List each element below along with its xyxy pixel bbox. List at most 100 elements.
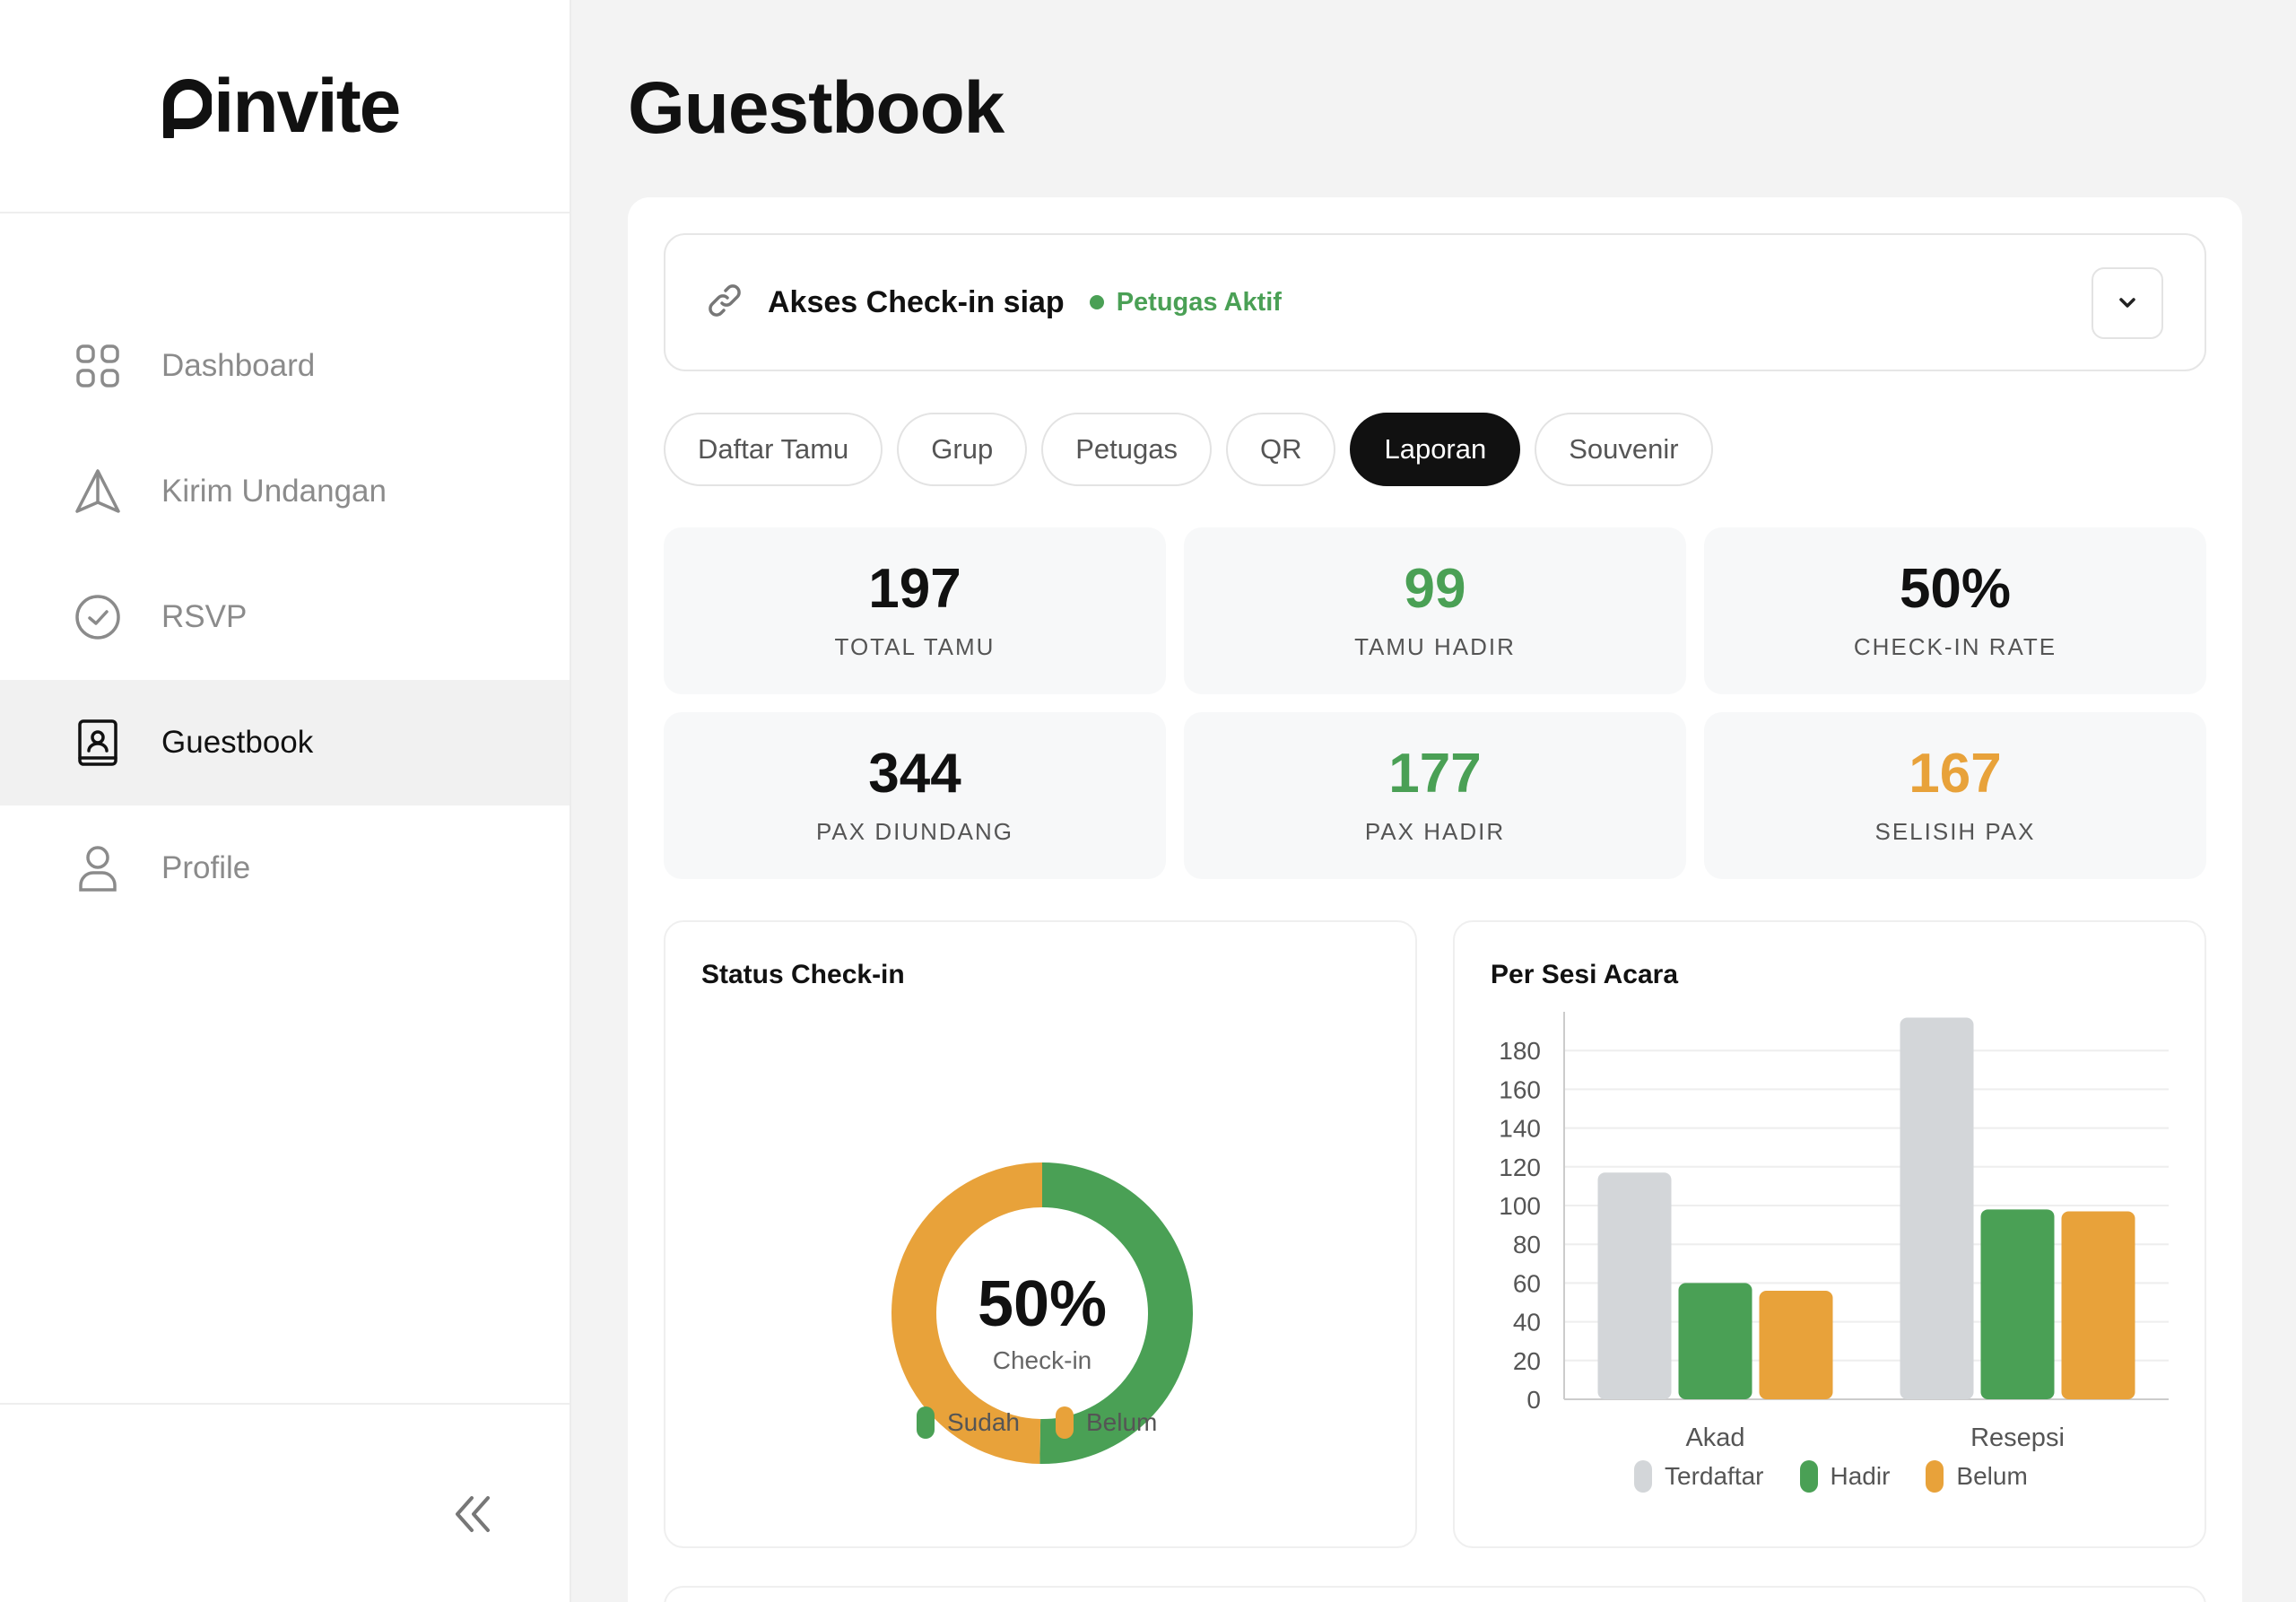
y-tick-label: 60 bbox=[1513, 1269, 1541, 1297]
stat-tamu-hadir: 99 TAMU HADIR bbox=[1184, 527, 1686, 694]
bar-resepsi-belum[interactable] bbox=[2061, 1211, 2135, 1399]
y-tick-label: 20 bbox=[1513, 1347, 1541, 1375]
stat-pax-hadir: 177 PAX HADIR bbox=[1184, 712, 1686, 879]
grid-icon bbox=[74, 342, 122, 390]
legend-item: Hadir bbox=[1799, 1460, 1891, 1493]
legend-item: Belum bbox=[1926, 1460, 2028, 1493]
legend-dot bbox=[1799, 1460, 1818, 1493]
legend-label: Belum bbox=[1085, 1408, 1158, 1436]
bar-legend: Terdaftar Hadir Belum bbox=[1634, 1460, 2064, 1493]
logo[interactable]: invite bbox=[160, 63, 401, 150]
legend-label: Belum bbox=[1956, 1462, 2028, 1490]
tab-bar: Daftar Tamu Grup Petugas QR Laporan Souv… bbox=[664, 413, 1713, 486]
donut-center-value: 50% bbox=[978, 1268, 1107, 1340]
y-tick-label: 80 bbox=[1513, 1231, 1541, 1258]
legend-label: Hadir bbox=[1830, 1462, 1891, 1490]
sidebar: invite Dashboard Kirim Undangan bbox=[0, 0, 571, 1602]
sidebar-nav: Dashboard Kirim Undangan RSVP bbox=[0, 303, 570, 931]
bar-akad-belum[interactable] bbox=[1759, 1291, 1833, 1399]
y-tick-label: 160 bbox=[1499, 1075, 1541, 1103]
donut-legend: Sudah Belum bbox=[917, 1406, 1193, 1439]
stat-label: CHECK-IN RATE bbox=[1853, 632, 2057, 660]
guestbook-icon bbox=[74, 718, 122, 767]
legend-label: Sudah bbox=[947, 1408, 1020, 1436]
stat-value: 167 bbox=[1909, 742, 2002, 805]
legend-dot bbox=[917, 1406, 935, 1439]
sidebar-item-dashboard[interactable]: Dashboard bbox=[0, 303, 570, 429]
donut-slice-belum[interactable] bbox=[891, 1162, 1043, 1464]
tab-laporan[interactable]: Laporan bbox=[1350, 413, 1521, 486]
tab-petugas[interactable]: Petugas bbox=[1041, 413, 1212, 486]
logo-area: invite bbox=[0, 0, 570, 213]
stat-total-tamu: 197 TOTAL TAMU bbox=[664, 527, 1166, 694]
stat-value: 99 bbox=[1404, 557, 1466, 620]
page-title: Guestbook bbox=[628, 67, 1004, 149]
y-tick-label: 180 bbox=[1499, 1037, 1541, 1065]
sidebar-item-profile[interactable]: Profile bbox=[0, 805, 570, 931]
stats-grid: 197 TOTAL TAMU 99 TAMU HADIR 50% CHECK-I… bbox=[664, 527, 2206, 879]
tab-qr[interactable]: QR bbox=[1225, 413, 1336, 486]
access-checkin-bar[interactable]: Akses Check-in siap Petugas Aktif bbox=[664, 233, 2206, 371]
tab-grup[interactable]: Grup bbox=[897, 413, 1028, 486]
bar-resepsi-hadir[interactable] bbox=[1980, 1209, 2055, 1399]
tab-daftar-tamu[interactable]: Daftar Tamu bbox=[664, 413, 883, 486]
logo-text: invite bbox=[213, 63, 401, 148]
legend-dot bbox=[1634, 1460, 1652, 1493]
sidebar-item-label: Profile bbox=[161, 850, 251, 885]
bar-akad-terdaftar[interactable] bbox=[1597, 1172, 1672, 1399]
next-section-card bbox=[664, 1586, 2206, 1602]
stat-pax-diundang: 344 PAX DIUNDANG bbox=[664, 712, 1166, 879]
stat-label: PAX HADIR bbox=[1364, 817, 1506, 845]
x-tick-label: Resepsi bbox=[1970, 1424, 2065, 1452]
bar-akad-hadir[interactable] bbox=[1678, 1283, 1752, 1399]
stat-value: 177 bbox=[1388, 742, 1482, 805]
sidebar-item-label: Guestbook bbox=[161, 725, 314, 760]
stat-label: TOTAL TAMU bbox=[834, 632, 996, 660]
y-tick-label: 120 bbox=[1499, 1154, 1541, 1181]
per-sesi-card: Per Sesi Acara 0 20 40 60 80 100 120 140 160 180 A… bbox=[1453, 920, 2206, 1548]
sidebar-item-rsvp[interactable]: RSVP bbox=[0, 554, 570, 680]
logo-mark-icon bbox=[163, 79, 212, 138]
sidebar-footer bbox=[0, 1403, 570, 1602]
stat-label: SELISIH PAX bbox=[1874, 817, 2036, 845]
y-tick-label: 40 bbox=[1513, 1309, 1541, 1336]
y-tick-label: 0 bbox=[1526, 1386, 1541, 1414]
link-icon bbox=[705, 281, 744, 325]
legend-item: Terdaftar bbox=[1634, 1460, 1764, 1493]
sidebar-item-guestbook[interactable]: Guestbook bbox=[0, 680, 570, 805]
status-dot bbox=[1089, 295, 1104, 309]
status-checkin-card: Status Check-in 50% Check-in Sudah Belum bbox=[664, 920, 1417, 1548]
sidebar-item-label: RSVP bbox=[161, 599, 248, 634]
chevron-down-icon bbox=[2119, 298, 2135, 308]
user-icon bbox=[74, 844, 122, 892]
stat-value: 197 bbox=[868, 557, 961, 620]
donut-slice-sudah[interactable] bbox=[1039, 1162, 1193, 1464]
guestbook-card: Akses Check-in siap Petugas Aktif Daftar… bbox=[628, 197, 2242, 1602]
check-circle-icon bbox=[74, 593, 122, 641]
y-tick-label: 140 bbox=[1499, 1115, 1541, 1143]
stat-checkin-rate: 50% CHECK-IN RATE bbox=[1704, 527, 2206, 694]
send-icon bbox=[74, 467, 122, 516]
x-tick-label: Akad bbox=[1685, 1424, 1744, 1452]
double-chevron-left-icon[interactable] bbox=[445, 1487, 499, 1541]
legend-dot bbox=[1926, 1460, 1944, 1493]
donut-center-label: Check-in bbox=[993, 1346, 1091, 1374]
y-tick-label: 100 bbox=[1499, 1192, 1541, 1220]
status-badge: Petugas Aktif bbox=[1116, 287, 1282, 317]
chart-title: Status Check-in bbox=[701, 960, 905, 989]
donut-chart: 50% Check-in bbox=[891, 1162, 1193, 1464]
stat-label: PAX DIUNDANG bbox=[816, 817, 1013, 845]
stat-value: 344 bbox=[868, 742, 961, 805]
access-title: Akses Check-in siap bbox=[768, 284, 1065, 319]
chart-title: Per Sesi Acara bbox=[1491, 960, 1679, 989]
sidebar-item-kirim-undangan[interactable]: Kirim Undangan bbox=[0, 429, 570, 554]
bar-resepsi-terdaftar[interactable] bbox=[1900, 1017, 1974, 1399]
stat-selisih-pax: 167 SELISIH PAX bbox=[1704, 712, 2206, 879]
legend-item: Sudah bbox=[917, 1406, 1020, 1439]
sidebar-item-label: Kirim Undangan bbox=[161, 474, 387, 509]
expand-button[interactable] bbox=[2092, 267, 2163, 339]
legend-item: Belum bbox=[1055, 1406, 1158, 1439]
stat-label: TAMU HADIR bbox=[1354, 632, 1516, 660]
bar-chart: 0 20 40 60 80 100 120 140 160 180 Akad Resepsi bbox=[1499, 1012, 2169, 1452]
tab-souvenir[interactable]: Souvenir bbox=[1535, 413, 1713, 486]
